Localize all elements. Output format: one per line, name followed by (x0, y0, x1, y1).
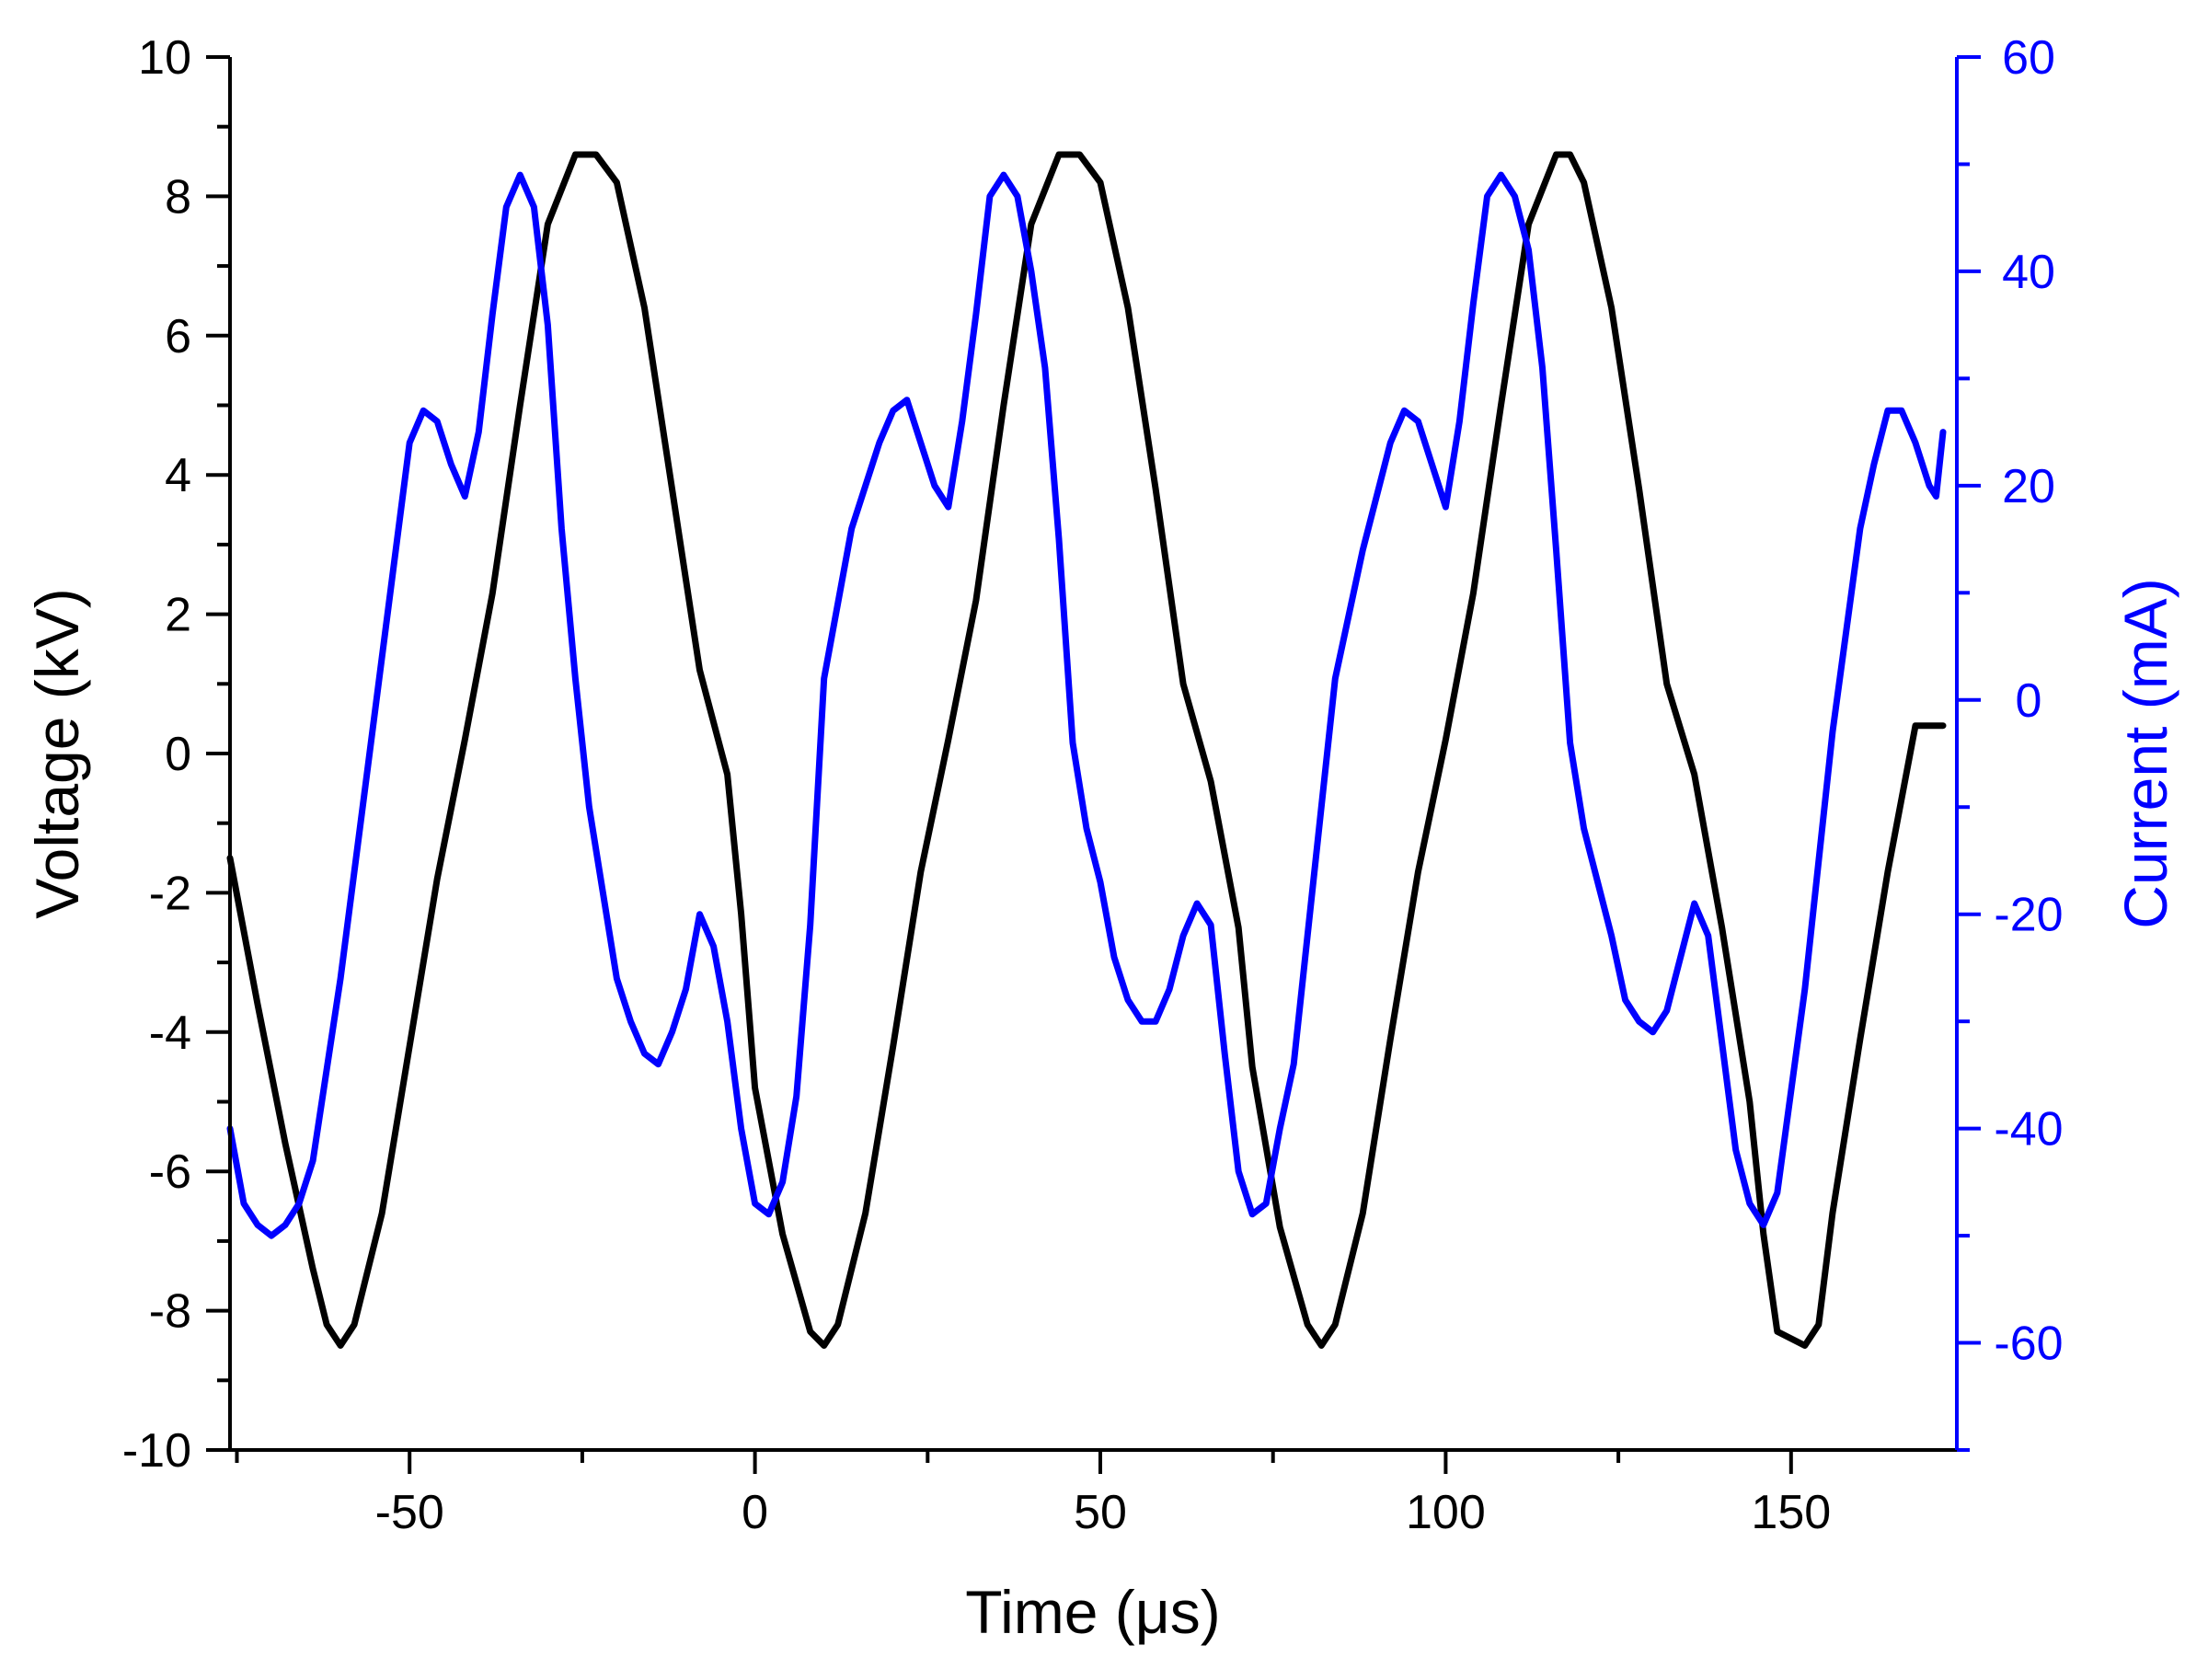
left-axis-title: Voltage (kV) (23, 588, 91, 919)
x-tick-label: 50 (1074, 1486, 1127, 1539)
y2-tick-label: -40 (1994, 1103, 2063, 1156)
ticks-layer: -50 0 50 100 150-10-8-6-4-20246810-60-40-200… (122, 31, 2064, 1539)
current-series-line (226, 171, 1947, 1239)
y2-tick-label: 40 (2002, 246, 2055, 299)
x-tick-label: 100 (1406, 1486, 1486, 1539)
y-tick-label: 2 (165, 589, 191, 642)
y-tick-label: -10 (122, 1424, 191, 1478)
y-tick-label: -2 (149, 867, 191, 920)
x-tick-label: -50 (375, 1486, 444, 1539)
y2-tick-label: 20 (2002, 460, 2055, 513)
y-tick-label: 6 (165, 310, 191, 363)
x-tick-label: 150 (1751, 1486, 1831, 1539)
y-tick-label: 10 (138, 31, 191, 85)
y-tick-label: 4 (165, 449, 191, 502)
y-tick-label: -6 (149, 1145, 191, 1199)
voltage-series-line (226, 151, 1947, 1349)
y2-tick-label: -20 (1994, 889, 2063, 942)
right-axis-title: Current (mA) (2111, 578, 2179, 928)
y-tick-label: -8 (149, 1285, 191, 1339)
y-tick-label: -4 (149, 1007, 191, 1060)
x-tick-label: 0 (742, 1486, 768, 1539)
y2-tick-label: -60 (1994, 1318, 2063, 1371)
y2-tick-label: 0 (2016, 674, 2042, 728)
x-axis-title: Time (μs) (965, 1578, 1221, 1646)
series-layer (226, 151, 1947, 1349)
y-tick-label: 0 (165, 728, 191, 781)
axes-layer (228, 57, 1959, 1452)
y-tick-label: 8 (165, 170, 191, 224)
y2-tick-label: 60 (2002, 31, 2055, 85)
